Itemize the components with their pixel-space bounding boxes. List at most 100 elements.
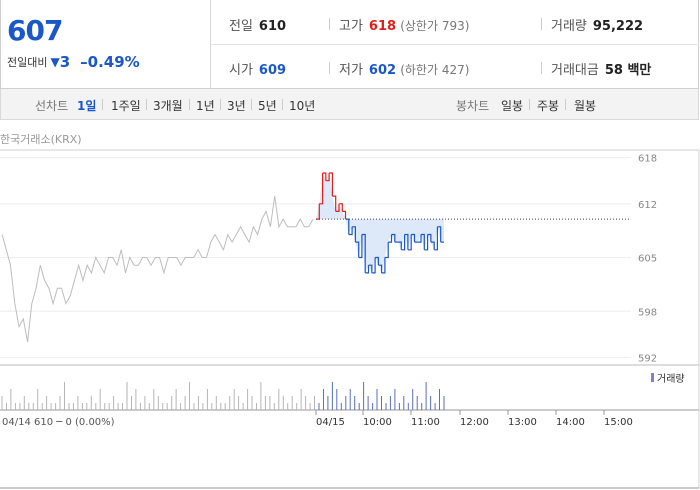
- today-area-fill: [316, 173, 444, 273]
- change-value: 3: [59, 53, 71, 71]
- today-line-segment: [407, 234, 412, 251]
- candle-chart-label: 봉차트: [456, 99, 490, 113]
- today-line-segment: [329, 172, 333, 197]
- data-source: 한국거래소(KRX): [0, 133, 82, 146]
- today-line-segment: [404, 233, 409, 250]
- chart-period-tabs: 선차트 1일 1주일 3개월 1년 3년 5년 10년 봉차트 일봉 주봉 월봉: [0, 89, 699, 120]
- today-line-segment: [434, 226, 438, 251]
- tab-separator: [282, 99, 283, 110]
- high-value: 618: [368, 19, 397, 34]
- today-line-segment: [365, 265, 370, 274]
- tab-monthly[interactable]: 월봉: [574, 99, 597, 113]
- today-line-segment: [424, 234, 429, 251]
- info-grid: 전일 610 고가 618 (상한가 793) 거래량 95,222 시가 609 저가…: [211, 0, 699, 88]
- line-chart-label: 선차트: [35, 99, 69, 113]
- x-tick-label: 10:00: [363, 417, 392, 428]
- today-line-segment: [319, 173, 324, 205]
- y-tick-label: 618: [638, 154, 657, 165]
- tab-3m[interactable]: 3개월: [153, 99, 183, 113]
- today-line-segment: [430, 241, 435, 250]
- today-line-segment: [335, 203, 340, 212]
- summary-panel: 607 전일대비 ▼ 3 –0.49% 전일 610 고가 618 (상한가 793…: [0, 0, 699, 89]
- separator: [329, 18, 330, 30]
- low-value: 602: [368, 63, 397, 78]
- y-tick-label: 605: [638, 254, 657, 265]
- volume-value: 95,222: [592, 19, 644, 34]
- today-line-segment: [378, 264, 383, 273]
- today-line-segment: [339, 203, 343, 212]
- y-tick-label: 592: [638, 353, 657, 364]
- tab-10y[interactable]: 10년: [289, 99, 316, 113]
- info-divider: [211, 44, 699, 45]
- current-price: 607: [7, 14, 63, 47]
- today-line-segment: [322, 172, 327, 181]
- volume: 거래량 95,222: [551, 15, 643, 34]
- volume-legend-swatch: [651, 373, 654, 382]
- prev-day-line: [1, 196, 314, 343]
- today-line-segment: [388, 234, 393, 243]
- tab-daily[interactable]: 일봉: [501, 99, 524, 113]
- tab-1d[interactable]: 1일: [77, 99, 97, 113]
- today-line-segment: [411, 233, 416, 243]
- today-line-segment: [375, 256, 379, 266]
- tab-separator: [529, 99, 530, 110]
- tab-separator: [189, 99, 190, 110]
- prev-value: 610: [258, 19, 287, 34]
- trade-amount: 거래대금 58 백만: [551, 59, 651, 78]
- tab-1w[interactable]: 1주일: [111, 99, 141, 113]
- today-line-segment: [427, 233, 432, 243]
- volume-legend: 거래량: [657, 373, 685, 385]
- separator: [541, 18, 542, 30]
- y-tick-label: 612: [638, 200, 657, 211]
- tab-5y[interactable]: 5년: [258, 99, 277, 113]
- today-line-segment: [342, 210, 347, 220]
- low-price: 저가 602 (하한가 427): [339, 59, 469, 78]
- change-row: 전일대비 ▼ 3 –0.49%: [7, 53, 140, 71]
- today-line-segment: [352, 226, 356, 243]
- x-tick-label: 14:00: [556, 417, 585, 428]
- today-line-segment: [437, 226, 442, 243]
- today-line-segment: [391, 233, 396, 243]
- prev-label: 전일: [229, 19, 253, 34]
- high-label: 고가: [339, 19, 363, 34]
- tab-3y[interactable]: 3년: [227, 99, 246, 113]
- today-line-segment: [371, 257, 376, 274]
- down-triangle-icon: ▼: [50, 55, 60, 69]
- tab-separator: [102, 99, 103, 110]
- x-tick-label: 04/15: [316, 417, 345, 428]
- change-label: 전일대비: [7, 56, 48, 69]
- separator: [329, 62, 330, 74]
- amount-label: 거래대금: [551, 63, 599, 78]
- open-value: 609: [258, 63, 287, 78]
- tab-weekly[interactable]: 주봉: [537, 99, 560, 113]
- separator: [541, 62, 542, 74]
- today-line-segment: [332, 195, 337, 212]
- today-line-segment: [358, 234, 363, 259]
- x-tick-label: 12:00: [460, 417, 489, 428]
- y-tick-label: 598: [638, 307, 657, 318]
- x-tick-label: 11:00: [411, 417, 440, 428]
- tab-1y[interactable]: 1년: [196, 99, 215, 113]
- prev-close: 전일 610: [229, 15, 286, 34]
- today-line-segment: [421, 233, 425, 250]
- x-tick-label: 15:00: [604, 417, 633, 428]
- today-line-segment: [398, 241, 402, 250]
- amount-value: 58 백만: [604, 63, 652, 78]
- upper-limit: (상한가 793): [400, 19, 470, 33]
- today-line-segment: [361, 233, 366, 273]
- today-line-segment: [348, 226, 353, 236]
- tab-separator: [565, 99, 566, 110]
- prev-day-label: 04/14 610 ─ 0 (0.00%): [2, 417, 115, 428]
- tab-separator: [220, 99, 221, 110]
- today-line-segment: [355, 241, 360, 258]
- price-block: 607 전일대비 ▼ 3 –0.49%: [1, 0, 211, 88]
- today-line-segment: [325, 173, 330, 182]
- x-tick-label: 13:00: [508, 417, 537, 428]
- today-line-segment: [401, 234, 406, 251]
- today-line-segment: [417, 234, 422, 243]
- low-label: 저가: [339, 63, 363, 78]
- lower-limit: (하한가 427): [400, 63, 470, 77]
- volume-label: 거래량: [551, 19, 587, 34]
- high-price: 고가 618 (상한가 793): [339, 15, 469, 34]
